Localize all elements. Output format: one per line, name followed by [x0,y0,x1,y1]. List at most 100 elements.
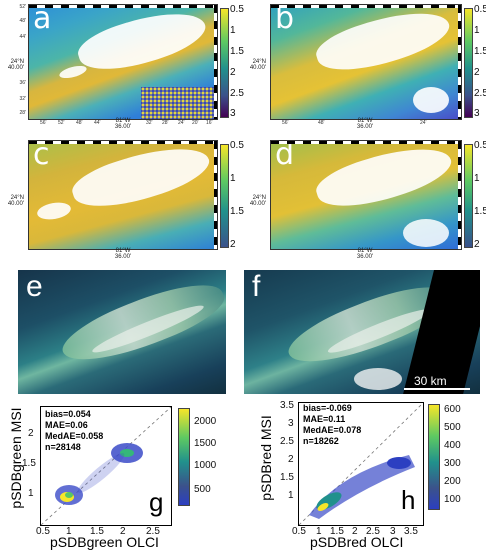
scatter-g-axes: bias=0.054 MAE=0.06 MedAE=0.058 n=28148 … [40,406,172,526]
map-c-cbar-tick-3: 2 [230,239,236,250]
map-a-xtick-48: 48' [76,120,83,126]
map-panel-a: 24°N 40.00' a 52' 48' 44' 36' 32' 28' 56… [6,4,244,130]
map-panel-c: 24°N 40.00' c 81°W 36.00' 0.5 1 1.5 2 [6,140,244,266]
scatter-h-ytick-1.5: 1.5 [280,472,294,483]
scatter-g-cbar-500: 500 [194,484,211,495]
scatter-h-ytick-2.5: 2.5 [280,436,294,447]
map-b-xtick-24: 24' [420,120,427,126]
map-b-cbar-tick-5: 3 [474,108,480,119]
map-a-cbar-tick-1: 1 [230,25,236,36]
map-c-cbar-tick-2: 1.5 [230,206,244,217]
map-b-cbar-tick-1: 1 [474,25,480,36]
scatter-g-xtick-4: 2.5 [146,526,160,537]
map-d-cbar-tick-1: 1 [474,173,480,184]
scatter-h-cbar-400: 400 [444,440,461,451]
scatter-h-ytick-1: 1 [288,490,294,501]
map-a-lat-label: 24°N 40.00' [7,59,24,71]
map-c-image: c [28,140,218,250]
map-d-letter: d [275,140,295,172]
scatter-h-stat-mae: MAE=0.11 [303,414,346,424]
scatter-g-colorbar [178,408,190,506]
map-a-ytick-28: 28' [19,110,26,116]
scatter-h-xlabel: pSDBred OLCI [310,534,404,550]
scatter-h-ytick-3: 3 [288,418,294,429]
scatter-h-stat-medae: MedAE=0.078 [303,425,362,435]
satellite-photo-f: 30 km f [244,270,480,394]
scatter-g-xlabel: pSDBgreen OLCI [50,534,159,550]
map-a-xtick-32: 32' [146,120,153,126]
scatter-h-xtick-2: 1.5 [330,526,344,537]
scatter-h-colorbar [428,404,440,510]
map-c-lon-label: 81°W 36.00' [114,248,132,260]
map-b-cbar-tick-4: 2.5 [474,88,486,99]
map-b-xtick-56: 56' [282,120,289,126]
map-c-cbar-tick-1: 1 [230,173,236,184]
map-c-lat-label: 24°N 40.00' [7,195,24,207]
scatter-h-axes: bias=-0.069 MAE=0.11 MedAE=0.078 n=18262… [298,402,424,526]
scatter-g-stat-mae: MAE=0.06 [45,420,88,430]
map-a-colorbar [220,8,229,118]
map-c-cbar-tick-0: 0.5 [230,140,244,151]
scatter-g-cbar-1000: 1000 [194,460,217,471]
scatter-h-cbar-200: 200 [444,476,461,487]
scatter-h-ytick-3.5: 3.5 [280,400,294,411]
map-a-xtick-28: 28' [162,120,169,126]
scatter-panel-h: pSDBred MSI bias=-0.069 MAE=0.11 MedAE=0… [244,398,486,550]
map-d-lat-label: 24°N 40.00' [249,195,266,207]
scatter-g-cbar-1500: 1500 [194,438,217,449]
scatter-h-plot [299,403,423,525]
map-a-xtick-24: 24' [178,120,185,126]
map-a-ytick-32: 32' [19,96,26,102]
map-b-letter: b [275,4,295,36]
scatter-h-xtick-4: 2.5 [366,526,380,537]
scale-bar [404,388,470,390]
scatter-h-cbar-300: 300 [444,458,461,469]
photo-e-letter: e [26,270,43,303]
scatter-h-xtick-3: 2 [352,526,358,537]
scatter-h-cbar-600: 600 [444,404,461,415]
map-a-xtick-20: 20' [192,120,199,126]
scale-bar-label: 30 km [414,374,447,388]
scatter-g-xtick-3: 2 [120,526,126,537]
map-c-letter: c [33,140,50,172]
map-b-lon-label: 81°W 36.00' [356,118,374,130]
scatter-g-letter: g [149,487,164,517]
map-a-cbar-tick-0: 0.5 [230,4,244,15]
map-a-ytick-52: 52' [19,4,26,10]
map-panel-b: 24°N 40.00' b 56' 48' 24' 81°W 36.00' 0.… [248,4,486,130]
scatter-h-xtick-6: 3.5 [404,526,418,537]
map-a-cbar-tick-2: 1.5 [230,46,244,57]
scatter-h-xtick-5: 3 [390,526,396,537]
map-d-cbar-tick-2: 1.5 [474,206,486,217]
scatter-h-cbar-500: 500 [444,422,461,433]
scatter-h-ylabel: pSDBred MSI [258,415,274,501]
scatter-h-ytick-2: 2 [288,454,294,465]
map-a-ytick-44: 44' [19,34,26,40]
map-a-cbar-tick-5: 3 [230,108,236,119]
map-d-colorbar [464,144,473,248]
map-b-xtick-48: 48' [318,120,325,126]
map-a-cbar-tick-3: 2 [230,67,236,78]
scatter-g-ytick-1: 1 [28,488,34,499]
scatter-h-stat-n: n=18262 [303,436,339,446]
map-b-cbar-tick-3: 2 [474,67,480,78]
map-d-image: d [270,140,462,250]
scatter-g-stat-bias: bias=0.054 [45,409,91,419]
map-a-lon-label: 81°W 36.00' [114,118,132,130]
scatter-g-xtick-1: 1 [66,526,72,537]
map-a-xtick-56: 56' [40,120,47,126]
scatter-h-cbar-100: 100 [444,494,461,505]
map-a-xtick-16: 16' [206,120,213,126]
scatter-h-letter: h [401,485,416,515]
map-c-colorbar [220,144,229,248]
scatter-g-xtick-2: 1.5 [90,526,104,537]
map-a-xtick-44: 44' [94,120,101,126]
map-d-cbar-tick-0: 0.5 [474,140,486,151]
map-a-cbar-tick-4: 2.5 [230,88,244,99]
map-d-lon-label: 81°W 36.00' [356,248,374,260]
scatter-h-xtick-1: 1 [316,526,322,537]
map-b-colorbar [464,8,473,118]
map-a-ytick-36: 36' [19,80,26,86]
map-b-cbar-tick-0: 0.5 [474,4,486,15]
map-d-cbar-tick-3: 2 [474,239,480,250]
